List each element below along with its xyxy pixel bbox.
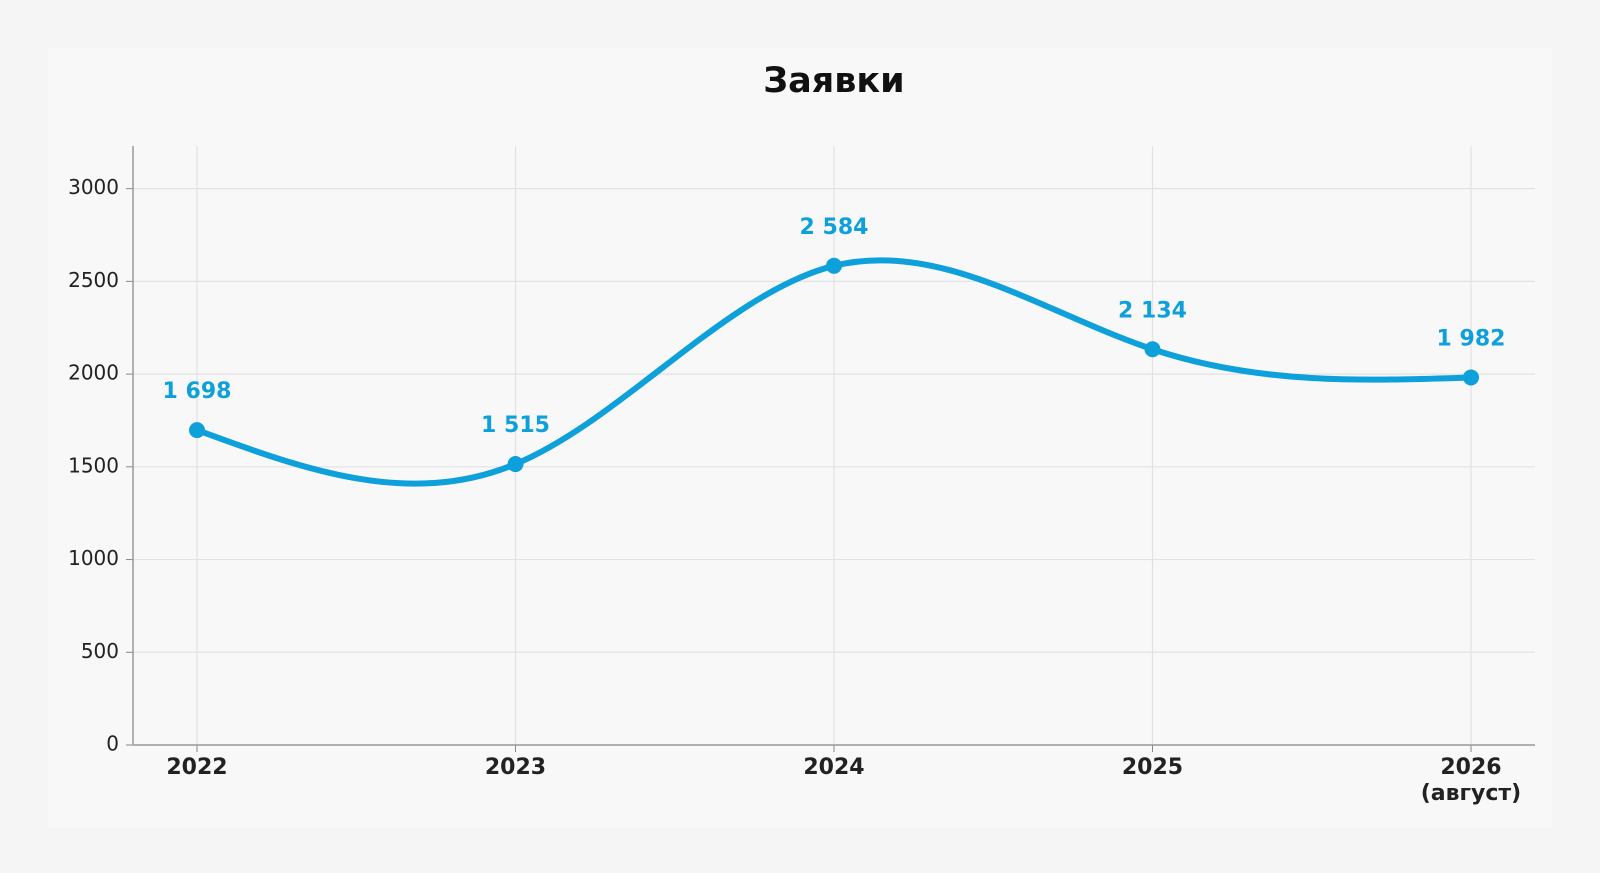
x-tick-label: 2025 bbox=[1121, 755, 1184, 780]
value-label: 2 584 bbox=[800, 215, 869, 240]
value-label: 1 698 bbox=[163, 379, 232, 404]
y-tick-label: 3000 bbox=[68, 175, 119, 199]
value-label: 1 515 bbox=[481, 413, 550, 438]
point bbox=[1144, 341, 1161, 358]
value-label: 2 134 bbox=[1118, 298, 1187, 323]
y-tick-label: 500 bbox=[81, 639, 119, 663]
value-label: 1 982 bbox=[1437, 326, 1506, 351]
point bbox=[1463, 369, 1479, 386]
y-tick-label: 2000 bbox=[68, 361, 119, 385]
chart-title: Заявки bbox=[763, 61, 904, 101]
x-tick-label: 2023 bbox=[484, 755, 547, 780]
y-tick-label: 2500 bbox=[68, 268, 119, 292]
point bbox=[189, 422, 205, 439]
x-tick-label: 2026 (август) bbox=[1420, 755, 1522, 806]
point bbox=[826, 257, 842, 274]
x-tick-label: 2024 bbox=[803, 755, 865, 780]
y-tick-label: 0 bbox=[106, 732, 119, 756]
x-tick-label: 2022 bbox=[166, 755, 228, 780]
y-tick-label: 1500 bbox=[68, 453, 119, 477]
plot-card bbox=[48, 48, 1552, 828]
y-tick-label: 1000 bbox=[68, 546, 119, 570]
point bbox=[507, 456, 524, 473]
